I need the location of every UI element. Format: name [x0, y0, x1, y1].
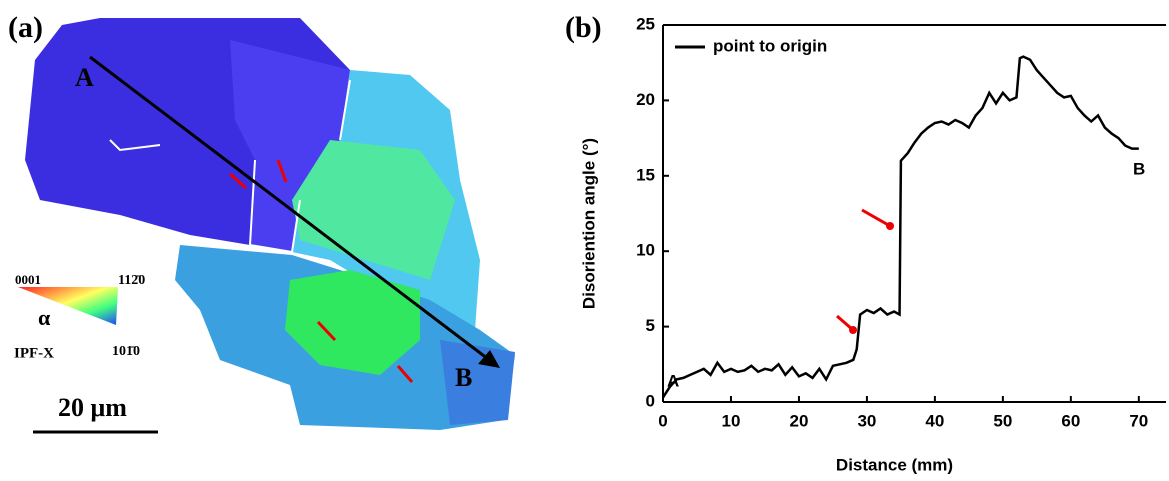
red-arrow-head	[849, 326, 857, 334]
ipf-label: 101̄0	[112, 344, 140, 359]
ipf-label: 0001	[15, 272, 41, 287]
y-tick-label: 10	[636, 241, 655, 260]
red-arrow	[861, 208, 891, 228]
x-tick-label: 40	[925, 411, 944, 430]
x-tick-label: 70	[1129, 411, 1148, 430]
point-label: A	[75, 63, 94, 92]
x-tick-label: 0	[658, 411, 667, 430]
y-tick-label: 5	[646, 316, 655, 335]
phase-label: α	[38, 305, 51, 330]
data-line	[661, 55, 1139, 399]
y-tick-label: 25	[636, 14, 655, 33]
y-tick-label: 0	[646, 391, 655, 410]
x-axis-label: Distance (mm)	[836, 455, 953, 474]
x-tick-label: 30	[857, 411, 876, 430]
annotation: B	[1133, 159, 1145, 178]
x-tick-label: 20	[789, 411, 808, 430]
panel-label: (a)	[8, 11, 43, 44]
x-tick-label: 50	[993, 411, 1012, 430]
panel-label: (b)	[565, 11, 602, 44]
ipf-label: 112̄0	[118, 273, 145, 288]
scale-bar-label: 20 μm	[58, 393, 127, 422]
legend-label: point to origin	[713, 36, 827, 55]
point-label: B	[455, 363, 472, 392]
x-tick-label: 10	[722, 411, 741, 430]
y-tick-label: 20	[636, 90, 655, 109]
ipf-direction: IPF-X	[14, 345, 54, 361]
line-chart: 0 10 20 30 40 50 60 70 0 5 10 15 20 25 Distance (mm) Di…	[565, 11, 1166, 474]
y-axis-label: Disoriention angle (°)	[579, 138, 598, 309]
ebsd-map	[18, 18, 515, 434]
red-arrow-head	[886, 222, 894, 230]
y-tick-label: 15	[636, 165, 655, 184]
annotation: A	[667, 371, 679, 390]
x-tick-label: 60	[1061, 411, 1080, 430]
